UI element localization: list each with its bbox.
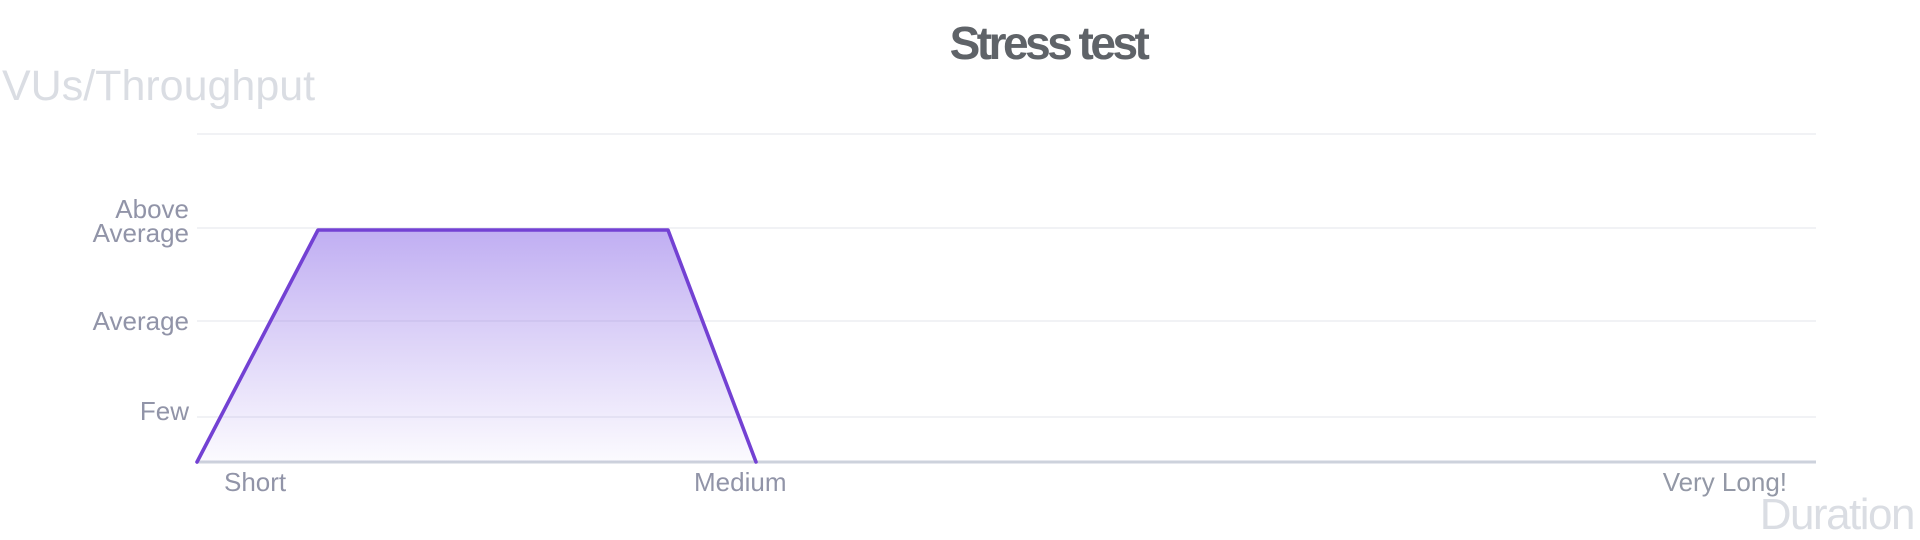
svg-text:Average: Average	[93, 306, 189, 336]
svg-text:Few: Few	[140, 396, 189, 426]
svg-text:Short: Short	[224, 467, 287, 497]
svg-text:Duration: Duration	[1760, 490, 1914, 539]
svg-text:Medium: Medium	[694, 467, 786, 497]
svg-text:Average: Average	[93, 218, 189, 248]
